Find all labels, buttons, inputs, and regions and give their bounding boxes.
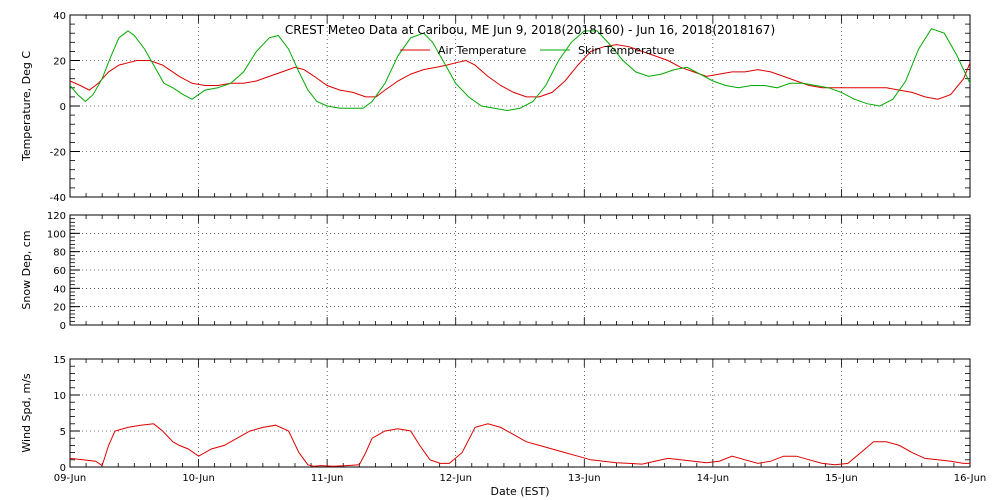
xtick-label: 09-Jun <box>54 473 87 484</box>
panel-1-ytick-label: 60 <box>53 266 66 277</box>
xtick-label: 14-Jun <box>697 473 730 484</box>
panel-1-ytick-label: 80 <box>53 248 66 259</box>
legend-0-label: Air Temperature <box>438 44 527 57</box>
panel-1-ylabel: Snow Dep, cm <box>20 230 33 309</box>
panel-0-ytick-label: 20 <box>53 57 66 68</box>
panel-1-ytick-label: 0 <box>60 321 66 332</box>
panel-0-ytick-label: 0 <box>60 102 66 113</box>
panel-2-series-0-line <box>69 423 970 467</box>
panel-0-ytick-label: -40 <box>50 193 66 204</box>
panel-1-ytick-label: 40 <box>53 284 66 295</box>
xtick-label: 10-Jun <box>182 473 215 484</box>
xtick-label: 11-Jun <box>311 473 344 484</box>
legend-1-label: Skin Temperature <box>578 44 675 57</box>
xtick-label: 15-Jun <box>825 473 858 484</box>
panel-2-ytick-label: 15 <box>53 355 66 366</box>
panel-1-ytick-label: 100 <box>47 229 66 240</box>
panel-0-series-1-line <box>69 28 971 112</box>
chart-title: CREST Meteo Data at Caribou, ME Jun 9, 2… <box>285 23 775 37</box>
panel-0-ylabel: Temperature, Deg C <box>20 51 33 162</box>
panel-2-frame <box>69 358 971 468</box>
xtick-label: 16-Jun <box>954 473 987 484</box>
panel-0-series-0-line <box>69 44 971 100</box>
panel-2-ytick-label: 10 <box>53 391 66 402</box>
x-axis-label: Date (EST) <box>490 485 549 498</box>
panel-0-ytick-label: 40 <box>53 11 66 22</box>
panel-1-ytick-label: 20 <box>53 303 66 314</box>
panel-0-ytick-label: -20 <box>50 148 66 159</box>
xtick-label: 13-Jun <box>568 473 601 484</box>
panel-2-ylabel: Wind Spd, m/s <box>20 373 33 453</box>
panel-2-ytick-label: 5 <box>60 427 66 438</box>
panel-1-ytick-label: 120 <box>47 211 66 222</box>
xtick-label: 12-Jun <box>439 473 472 484</box>
panel-2-ytick-label: 0 <box>60 463 66 474</box>
